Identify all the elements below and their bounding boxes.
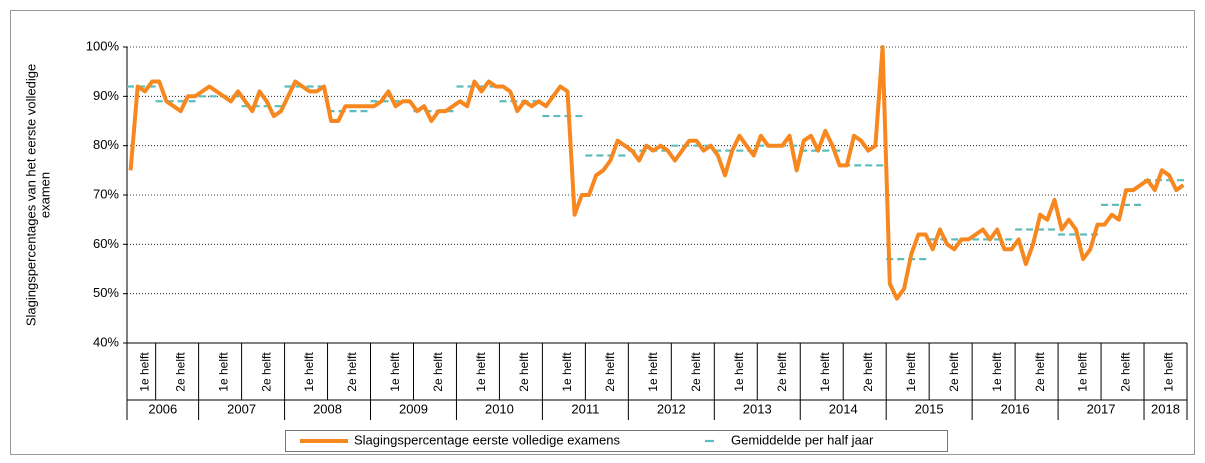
y-tick-label: 100% (86, 38, 120, 53)
x-tick-label: 2e helft (775, 352, 789, 392)
y-tick-label: 80% (93, 137, 119, 152)
x-tick-label: 2e helft (259, 352, 273, 392)
x-group-label: 2012 (657, 401, 686, 416)
x-tick-label: 2e helft (603, 352, 617, 392)
x-tick-label: 2e helft (345, 352, 359, 392)
x-tick-label: 1e helft (990, 352, 1004, 392)
x-group-label: 2009 (399, 401, 428, 416)
x-tick-label: 1e helft (904, 352, 918, 392)
legend-label: Slagingspercentage eerste volledige exam… (354, 432, 620, 447)
y-tick-label: 60% (93, 236, 119, 251)
x-group-label: 2017 (1087, 401, 1116, 416)
x-tick-label: 1e helft (474, 352, 488, 392)
y-axis-title: Slagingspercentages van het eerste volle… (23, 64, 38, 326)
x-group-label: 2015 (915, 401, 944, 416)
x-tick-label: 2e helft (1119, 352, 1133, 392)
x-tick-label: 1e helft (732, 352, 746, 392)
y-tick-label: 40% (93, 334, 119, 349)
x-tick-label: 1e helft (216, 352, 230, 392)
x-group-label: 2007 (227, 401, 256, 416)
x-tick-label: 1e helft (646, 352, 660, 392)
x-tick-label: 1e helft (560, 352, 574, 392)
x-tick-label: 2e helft (689, 352, 703, 392)
x-group-label: 2011 (571, 401, 599, 416)
y-tick-label: 90% (93, 88, 119, 103)
x-tick-label: 1e helft (1076, 352, 1090, 392)
x-group-label: 2018 (1151, 401, 1180, 416)
x-tick-label: 1e helft (818, 352, 832, 392)
data-line (128, 45, 1185, 301)
x-tick-label: 2e helft (173, 352, 187, 392)
x-group-label: 2014 (829, 401, 858, 416)
x-tick-label: 1e helft (302, 352, 316, 392)
x-tick-label: 1e helft (388, 352, 402, 392)
x-tick-label: 2e helft (947, 352, 961, 392)
x-tick-label: 1e helft (137, 352, 151, 392)
x-group-label: 2006 (148, 401, 177, 416)
x-group-label: 2016 (1001, 401, 1030, 416)
x-group-label: 2008 (313, 401, 342, 416)
y-axis-title: examen (37, 172, 52, 218)
x-tick-label: 2e helft (861, 352, 875, 392)
y-tick-label: 50% (93, 285, 119, 300)
x-tick-label: 2e helft (431, 352, 445, 392)
legend-box (285, 430, 948, 452)
x-tick-label: 2e helft (517, 352, 531, 392)
x-tick-label: 2e helft (1033, 352, 1047, 392)
x-tick-label: 1e helft (1162, 352, 1176, 392)
legend-label: Gemiddelde per half jaar (731, 432, 874, 447)
y-tick-label: 70% (93, 186, 119, 201)
x-group-label: 2013 (743, 401, 772, 416)
x-group-label: 2010 (485, 401, 514, 416)
